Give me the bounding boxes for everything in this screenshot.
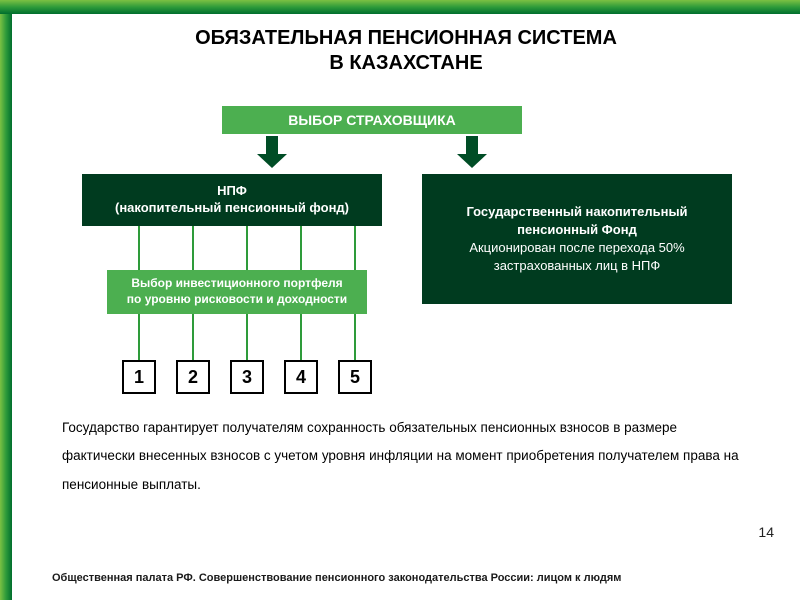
guarantee-text: Государство гарантирует получателям сохр…	[62, 414, 750, 499]
connector-line	[354, 314, 356, 360]
connector-line	[246, 226, 248, 270]
top-accent-bar	[0, 0, 800, 14]
npf-box: НПФ (накопительный пенсионный фонд)	[82, 174, 382, 226]
number-box-4: 4	[284, 360, 318, 394]
arrow-down-left	[257, 136, 287, 168]
title-line-2: В КАЗАХСТАНЕ	[329, 52, 482, 74]
state-fund-rest: Акционирован после перехода 50% застрахо…	[469, 240, 684, 273]
state-fund-bold: Государственный накопительный пенсионный…	[466, 204, 687, 237]
portfolio-box-text: Выбор инвестиционного портфеля по уровню…	[127, 276, 347, 307]
slide-content: ОБЯЗАТЕЛЬНАЯ ПЕНСИОННАЯ СИСТЕМА В КАЗАХС…	[12, 14, 800, 600]
connector-line	[354, 226, 356, 270]
connector-line	[192, 314, 194, 360]
number-box-2: 2	[176, 360, 210, 394]
arrow-head	[457, 154, 487, 168]
insurer-choice-box: ВЫБОР СТРАХОВЩИКА	[222, 106, 522, 134]
title-line-1: ОБЯЗАТЕЛЬНАЯ ПЕНСИОННАЯ СИСТЕМА	[195, 27, 617, 49]
slide-title: ОБЯЗАТЕЛЬНАЯ ПЕНСИОННАЯ СИСТЕМА В КАЗАХС…	[12, 26, 800, 76]
connector-line	[300, 314, 302, 360]
arrow-down-right	[457, 136, 487, 168]
portfolio-choice-box: Выбор инвестиционного портфеля по уровню…	[107, 270, 367, 314]
npf-box-text: НПФ (накопительный пенсионный фонд)	[115, 183, 349, 217]
footer-text: Общественная палата РФ. Совершенствовани…	[52, 572, 621, 584]
number-box-1: 1	[122, 360, 156, 394]
arrow-body	[266, 136, 278, 156]
page-number: 14	[758, 524, 774, 540]
arrow-body	[466, 136, 478, 156]
connector-line	[138, 314, 140, 360]
number-box-3: 3	[230, 360, 264, 394]
state-fund-box: Государственный накопительный пенсионный…	[422, 174, 732, 304]
connector-line	[138, 226, 140, 270]
number-box-5: 5	[338, 360, 372, 394]
connector-line	[246, 314, 248, 360]
connector-line	[192, 226, 194, 270]
arrow-head	[257, 154, 287, 168]
side-accent-bar	[0, 14, 12, 600]
connector-line	[300, 226, 302, 270]
